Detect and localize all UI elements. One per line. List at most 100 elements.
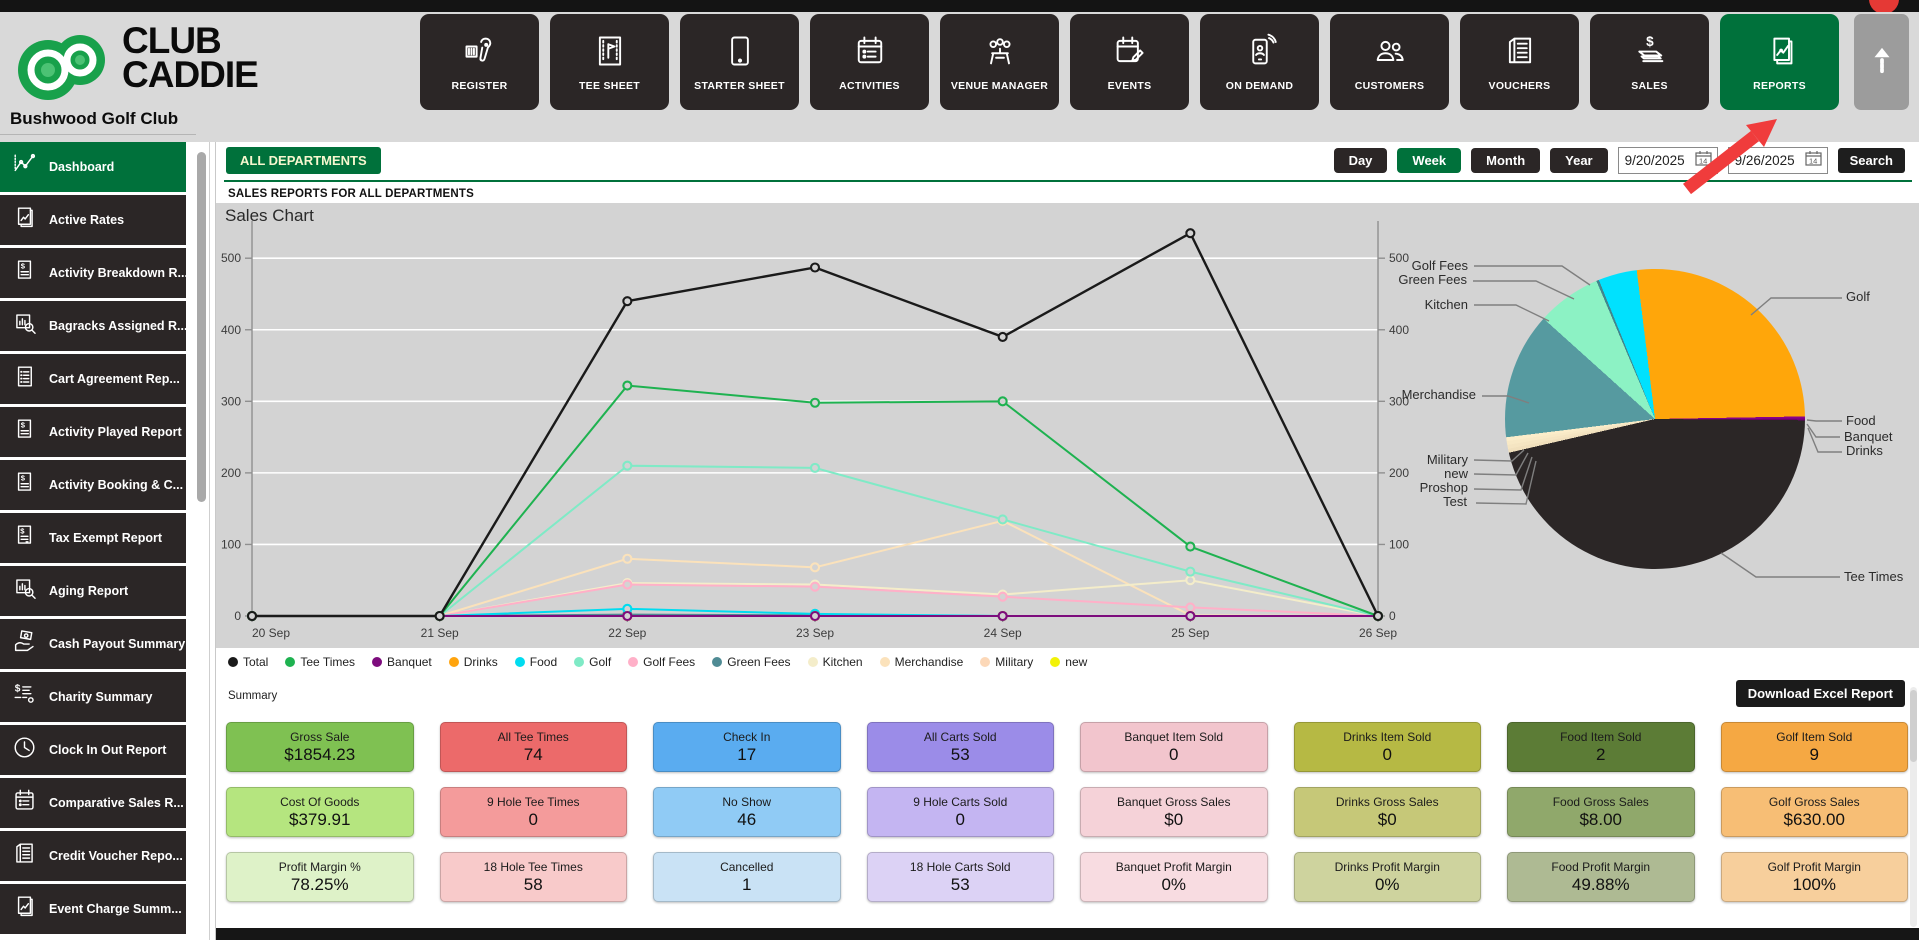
calendar-icon[interactable]: 14 (1694, 149, 1713, 172)
recording-indicator-dot (1869, 0, 1899, 14)
legend-item-tee-times[interactable]: Tee Times (285, 655, 355, 669)
card-label: Check In (723, 729, 771, 744)
summary-card-profit-margin: Profit Margin % 78.25% (226, 852, 414, 902)
nav-sales[interactable]: $ SALES (1590, 14, 1709, 110)
legend-item-drinks[interactable]: Drinks (448, 655, 498, 669)
range-button-week[interactable]: Week (1397, 148, 1462, 173)
legend-item-golf-fees[interactable]: Golf Fees (628, 655, 695, 669)
sidebar-item-credit-voucher-repo[interactable]: Credit Voucher Repo... (0, 831, 186, 881)
nav-label: ON DEMAND (1225, 79, 1294, 92)
range-button-year[interactable]: Year (1550, 148, 1608, 173)
card-label: Cost Of Goods (280, 794, 360, 809)
card-label: Drinks Gross Sales (1335, 794, 1439, 809)
sidebar-item-cash-payout-summary[interactable]: Cash Payout Summary (0, 619, 186, 669)
legend-item-golf[interactable]: Golf (574, 655, 611, 669)
sidebar-item-label: Bagracks Assigned R... (49, 319, 188, 333)
card-value: 58 (523, 874, 543, 894)
dashboard-icon (11, 151, 38, 183)
sidebar-item-charity-summary[interactable]: $ Charity Summary (0, 672, 186, 722)
card-label: 18 Hole Carts Sold (909, 859, 1011, 874)
search-button[interactable]: Search (1837, 148, 1905, 173)
nav-activities[interactable]: ACTIVITIES (810, 14, 929, 110)
legend-item-food[interactable]: Food (514, 655, 557, 669)
range-button-month[interactable]: Month (1471, 148, 1541, 173)
main-content: ALL DEPARTMENTS Day Week Month Year 9/20/20… (209, 142, 1919, 940)
sidebar-item-tax-exempt-report[interactable]: $ Tax Exempt Report (0, 513, 186, 563)
sidebar-item-cart-agreement-rep[interactable]: Cart Agreement Rep... (0, 354, 186, 404)
sidebar-item-bagracks-assigned-r[interactable]: Bagracks Assigned R... (0, 301, 188, 351)
range-button-day[interactable]: Day (1333, 148, 1388, 173)
legend-label: Military (995, 655, 1034, 669)
svg-text:$: $ (21, 473, 26, 482)
nav-events[interactable]: EVENTS (1070, 14, 1189, 110)
svg-text:$: $ (15, 684, 21, 695)
sidebar-item-activity-played-report[interactable]: $ Activity Played Report (0, 407, 186, 457)
nav-register[interactable]: REGISTER (420, 14, 539, 110)
svg-text:200: 200 (221, 466, 241, 480)
nav-tee-sheet[interactable]: TEE SHEET (550, 14, 669, 110)
legend-item-total[interactable]: Total (228, 655, 268, 669)
reports-icon (1762, 33, 1798, 74)
date-to-input[interactable]: 9/26/2025 14 (1727, 147, 1828, 174)
sidebar-item-event-charge-summ[interactable]: Event Charge Summ... (0, 884, 186, 934)
date-from-input[interactable]: 9/20/2025 14 (1617, 147, 1718, 174)
all-departments-button[interactable]: ALL DEPARTMENTS (226, 147, 381, 174)
summary-card-all-carts-sold: All Carts Sold 53 (866, 722, 1054, 772)
legend-label: Merchandise (894, 655, 964, 669)
legend-item-merchandise[interactable]: Merchandise (879, 655, 964, 669)
sidebar-scrollbar[interactable] (197, 152, 206, 502)
pie-label-military: Military (1426, 452, 1468, 467)
sidebar-item-active-rates[interactable]: Active Rates (0, 195, 186, 245)
nav-vouchers[interactable]: VOUCHERS (1460, 14, 1579, 110)
summary-card-golf-profit-margin: Golf Profit Margin 100% (1720, 852, 1908, 902)
card-label: Drinks Profit Margin (1334, 859, 1440, 874)
brand-line2: CADDIE (122, 54, 259, 96)
sidebar-item-clock-in-out-report[interactable]: Clock In Out Report (0, 725, 186, 775)
nav-label: VENUE MANAGER (950, 79, 1049, 92)
legend-dot-icon (980, 657, 991, 667)
legend-dot-icon (879, 657, 890, 667)
summary-card-check-in: Check In 17 (653, 722, 841, 772)
legend-label: Green Fees (727, 655, 791, 669)
scroll-top-button[interactable] (1854, 14, 1909, 110)
sidebar-item-dashboard[interactable]: Dashboard (0, 142, 186, 192)
pie-label-drinks: Drinks (1846, 443, 1883, 458)
summary-card-golf-gross-sales: Golf Gross Sales $630.00 (1720, 787, 1908, 837)
sidebar-item-comparative-sales-r[interactable]: Comparative Sales R... (0, 778, 186, 828)
legend-item-new[interactable]: new (1050, 655, 1087, 669)
legend-item-banquet[interactable]: Banquet (372, 655, 432, 669)
legend-item-kitchen[interactable]: Kitchen (807, 655, 863, 669)
summary-scrollbar-thumb[interactable] (1910, 690, 1917, 762)
pie-label-tee-times: Tee Times (1844, 569, 1904, 584)
card-value: 53 (950, 744, 970, 764)
nav-venue-manager[interactable]: VENUE MANAGER (940, 14, 1059, 110)
sidebar-item-activity-breakdown-r[interactable]: $ Activity Breakdown R... (0, 248, 188, 298)
ondemand-icon (1242, 33, 1278, 74)
card-value: 0 (1169, 744, 1179, 764)
sidebar-item-activity-booking-c[interactable]: $ Activity Booking & C... (0, 460, 186, 510)
legend-item-green-fees[interactable]: Green Fees (712, 655, 791, 669)
summary-label: Summary (228, 690, 278, 702)
nav-reports[interactable]: REPORTS (1720, 14, 1839, 110)
calendar-icon[interactable]: 14 (1804, 149, 1823, 172)
download-excel-button[interactable]: Download Excel Report (1735, 680, 1905, 707)
summary-card-cost-of-goods: Cost Of Goods $379.91 (226, 787, 414, 837)
section-separator (224, 180, 1912, 182)
card-value: 53 (950, 874, 970, 894)
legend-dot-icon (807, 657, 818, 667)
card-label: Golf Gross Sales (1768, 794, 1860, 809)
summary-card-banquet-item-sold: Banquet Item Sold 0 (1080, 722, 1268, 772)
legend-item-military[interactable]: Military (980, 655, 1033, 669)
nav-starter-sheet[interactable]: STARTER SHEET (680, 14, 799, 110)
pie-label-golf-fees: Golf Fees (1411, 258, 1468, 273)
nav-on-demand[interactable]: ON DEMAND (1200, 14, 1319, 110)
pie-label-new: new (1444, 466, 1468, 481)
card-value: 1 (742, 874, 752, 894)
nav-buttons: REGISTER TEE SHEET STARTER SHEET ACTIVITIES… (420, 14, 1839, 110)
nav-customers[interactable]: CUSTOMERS (1330, 14, 1449, 110)
summary-scrollbar-track[interactable] (1910, 687, 1917, 927)
svg-text:$: $ (21, 420, 26, 429)
summary-card-golf-item-sold: Golf Item Sold 9 (1720, 722, 1908, 772)
sidebar-item-aging-report[interactable]: Aging Report (0, 566, 186, 616)
sales-pie-chart (1505, 269, 1805, 569)
